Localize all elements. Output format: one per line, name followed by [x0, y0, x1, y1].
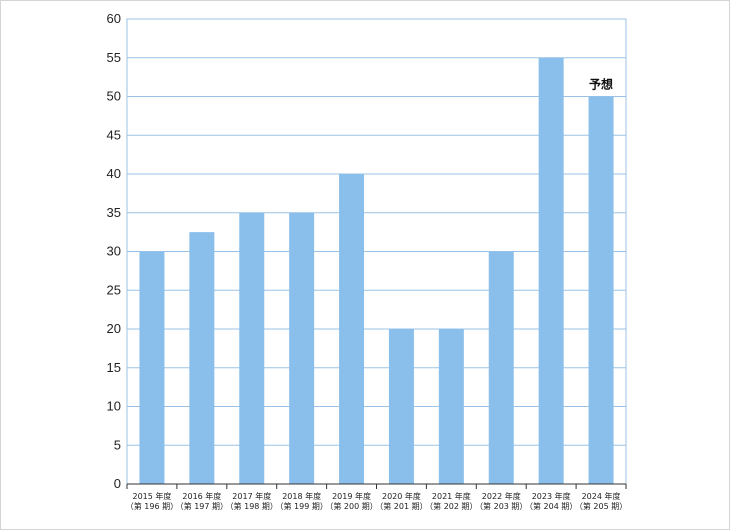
- y-tick-label: 45: [107, 127, 121, 142]
- x-category-year-label: 2021 年度: [432, 491, 471, 501]
- x-category-term-label: （第 204 期）: [525, 501, 577, 511]
- y-tick-label: 40: [107, 166, 121, 181]
- y-tick-label: 20: [107, 321, 121, 336]
- x-category-year-label: 2016 年度: [182, 491, 221, 501]
- y-tick-label: 25: [107, 282, 121, 297]
- bar: [139, 251, 165, 484]
- bar: [438, 329, 464, 484]
- x-category-term-label: （第 200 期）: [325, 501, 377, 511]
- x-category-term-label: （第 197 期）: [176, 501, 228, 511]
- x-category-term-label: （第 205 期）: [575, 501, 627, 511]
- x-category-year-label: 2017 年度: [232, 491, 271, 501]
- bar: [189, 232, 215, 484]
- x-category-term-label: （第 202 期）: [425, 501, 477, 511]
- x-category-term-label: （第 203 期）: [475, 501, 527, 511]
- x-category-year-label: 2018 年度: [282, 491, 321, 501]
- bar: [488, 251, 514, 484]
- x-category-term-label: （第 201 期）: [375, 501, 427, 511]
- y-tick-label: 15: [107, 360, 121, 375]
- y-tick-label: 60: [107, 11, 121, 26]
- x-category-year-label: 2023 年度: [532, 491, 571, 501]
- x-category-year-label: 2015 年度: [132, 491, 171, 501]
- bar: [538, 57, 564, 484]
- y-tick-label: 50: [107, 89, 121, 104]
- y-tick-label: 5: [114, 437, 121, 452]
- y-tick-label: 10: [107, 399, 121, 414]
- bar: [239, 212, 265, 484]
- y-tick-label: 55: [107, 50, 121, 65]
- y-tick-label: 30: [107, 244, 121, 259]
- bar: [289, 212, 315, 484]
- bar: [588, 96, 614, 484]
- forecast-annotation: 予想: [589, 77, 613, 92]
- x-category-term-label: （第 199 期）: [275, 501, 327, 511]
- y-tick-label: 35: [107, 205, 121, 220]
- bar: [339, 174, 365, 484]
- x-category-term-label: （第 198 期）: [226, 501, 278, 511]
- y-tick-label: 0: [114, 476, 121, 491]
- x-category-year-label: 2022 年度: [482, 491, 521, 501]
- bar: [388, 329, 414, 484]
- x-category-year-label: 2019 年度: [332, 491, 371, 501]
- x-category-year-label: 2024 年度: [582, 491, 621, 501]
- x-category-term-label: （第 196 期）: [126, 501, 178, 511]
- x-category-year-label: 2020 年度: [382, 491, 421, 501]
